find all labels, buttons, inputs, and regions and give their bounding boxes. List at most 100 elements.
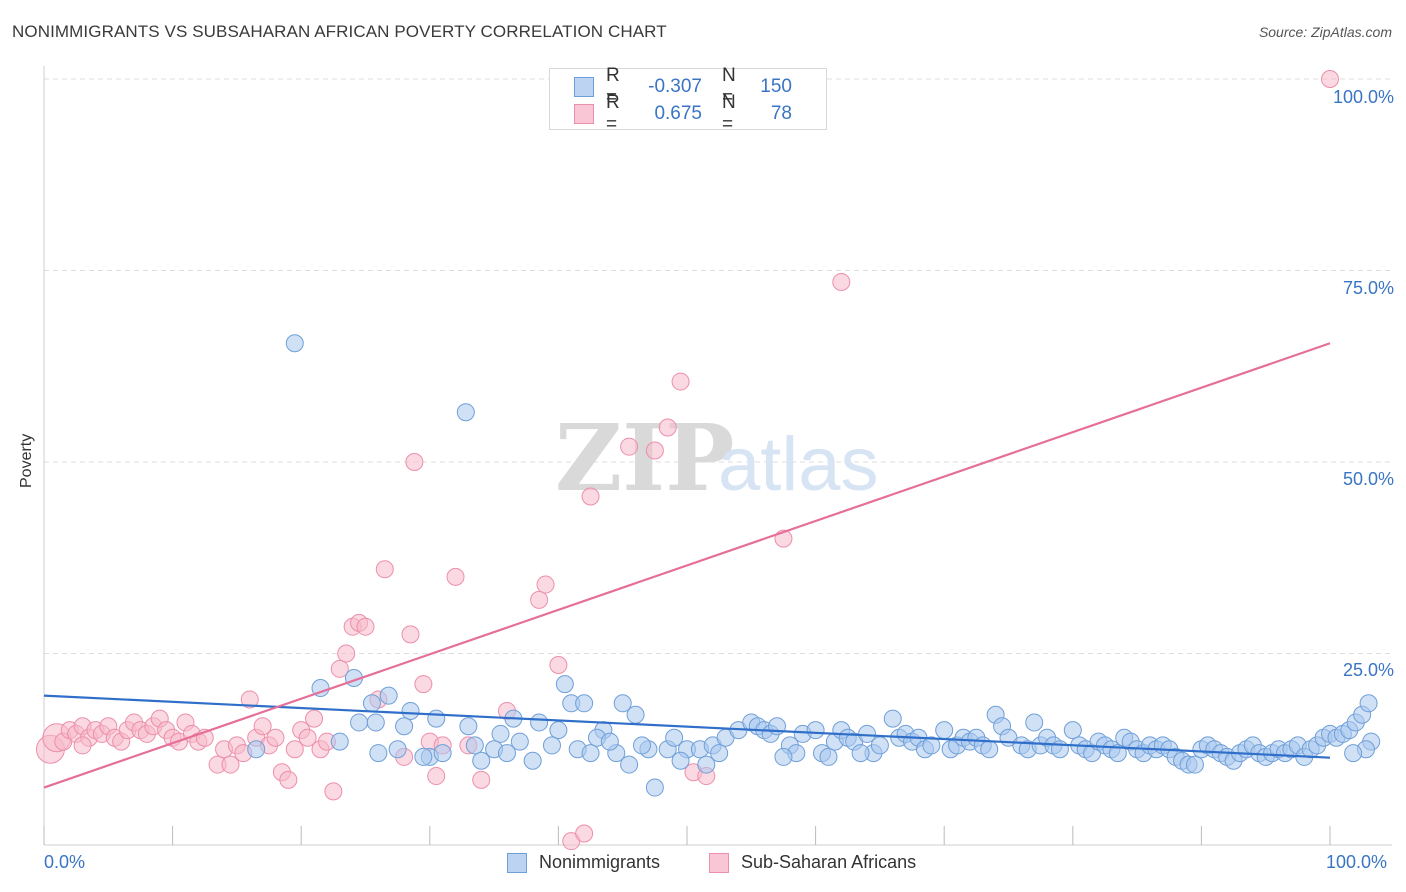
data-point	[1025, 713, 1044, 732]
legend-swatch-pink	[709, 852, 729, 873]
chart-title: NONIMMIGRANTS VS SUBSAHARAN AFRICAN POVE…	[12, 22, 667, 41]
data-point	[356, 617, 375, 636]
series-legend: Nonimmigrants Sub-Saharan Africans	[0, 852, 1406, 876]
data-point	[350, 713, 369, 732]
legend-n-label: N =	[722, 92, 736, 135]
data-point	[870, 736, 889, 755]
trend-line-subsaharan	[43, 342, 1331, 789]
data-point	[658, 418, 677, 437]
data-point	[549, 655, 568, 674]
data-point	[465, 736, 484, 755]
data-point	[305, 709, 324, 728]
data-point	[456, 403, 475, 422]
data-point	[581, 487, 600, 506]
data-point	[375, 560, 394, 579]
data-point	[337, 644, 356, 663]
data-point	[459, 717, 478, 736]
data-point	[632, 736, 651, 755]
data-point	[935, 721, 954, 740]
data-point	[922, 736, 941, 755]
data-point	[530, 590, 549, 609]
data-point	[433, 744, 452, 763]
data-point	[401, 701, 420, 720]
data-point	[523, 751, 542, 770]
legend-n-label: N =	[722, 65, 736, 108]
data-point	[472, 751, 491, 770]
data-point	[620, 437, 639, 456]
data-point	[285, 334, 304, 353]
y-tick-100: 100.0%	[1332, 87, 1394, 107]
legend-n-value: 150	[760, 76, 792, 97]
data-point	[581, 744, 600, 763]
data-point	[1344, 744, 1363, 763]
data-point	[620, 755, 639, 774]
x-tick-max: 100.0%	[1326, 852, 1388, 872]
legend-r-label: R =	[606, 92, 620, 135]
data-point	[369, 744, 388, 763]
data-point	[832, 272, 851, 291]
legend-row-nonimmigrants: R = -0.307 N = 150	[574, 65, 792, 108]
data-point	[555, 675, 574, 694]
y-tick-50: 50.0%	[1342, 469, 1394, 489]
data-point	[414, 675, 433, 694]
legend-r-value: 0.675	[654, 103, 702, 124]
data-point	[510, 732, 529, 751]
legend-r-value: -0.307	[648, 76, 702, 97]
legend-swatch-pink	[574, 104, 594, 124]
data-point	[1185, 755, 1204, 774]
legend-swatch-blue	[574, 77, 594, 97]
data-point	[613, 694, 632, 713]
data-point	[285, 740, 304, 759]
data-point	[671, 751, 690, 770]
data-point	[266, 728, 285, 747]
data-point	[330, 732, 349, 751]
data-point	[710, 744, 729, 763]
data-point	[366, 713, 385, 732]
trend-line-nonimmigrants	[43, 694, 1331, 759]
correlation-legend: R = -0.307 N = 150 R = 0.675 N = 78	[549, 65, 827, 135]
source-label: Source: ZipAtlas.com	[1258, 24, 1392, 40]
data-point	[253, 717, 272, 736]
data-point	[379, 686, 398, 705]
y-tick-25: 25.0%	[1342, 660, 1394, 680]
data-point	[330, 659, 349, 678]
data-point	[819, 747, 838, 766]
data-point	[388, 740, 407, 759]
data-point	[536, 575, 555, 594]
legend-row-subsaharan: R = 0.675 N = 78	[574, 92, 792, 135]
data-point	[575, 824, 594, 843]
data-point	[324, 782, 343, 801]
data-point	[626, 705, 645, 724]
data-point	[600, 732, 619, 751]
data-point	[530, 713, 549, 732]
data-point	[362, 694, 381, 713]
legend-swatch-blue	[507, 852, 527, 873]
data-point	[665, 728, 684, 747]
data-point	[395, 717, 414, 736]
data-point	[1108, 744, 1127, 763]
data-point	[645, 778, 664, 797]
axes	[43, 66, 1392, 846]
data-point	[774, 747, 793, 766]
watermark-atlas: atlas	[718, 422, 879, 507]
data-point	[414, 747, 433, 766]
data-point	[851, 744, 870, 763]
data-point	[279, 770, 298, 789]
data-point	[1321, 70, 1339, 88]
trend-lines	[43, 342, 1331, 789]
watermark: ZIP atlas	[555, 404, 879, 512]
gridlines	[44, 78, 1392, 654]
data-point	[645, 441, 664, 460]
data-point	[221, 755, 240, 774]
data-point	[671, 372, 690, 391]
legend-item-nonimmigrants: Nonimmigrants	[507, 852, 660, 873]
series-nonimmigrants-points	[247, 334, 1381, 797]
legend-item-subsaharan: Sub-Saharan Africans	[709, 852, 916, 873]
data-point	[497, 744, 516, 763]
data-point	[73, 736, 92, 755]
y-tick-75: 75.0%	[1342, 278, 1394, 298]
data-point	[427, 709, 446, 728]
data-point	[405, 453, 424, 471]
data-point	[401, 625, 420, 644]
data-point	[247, 740, 266, 759]
